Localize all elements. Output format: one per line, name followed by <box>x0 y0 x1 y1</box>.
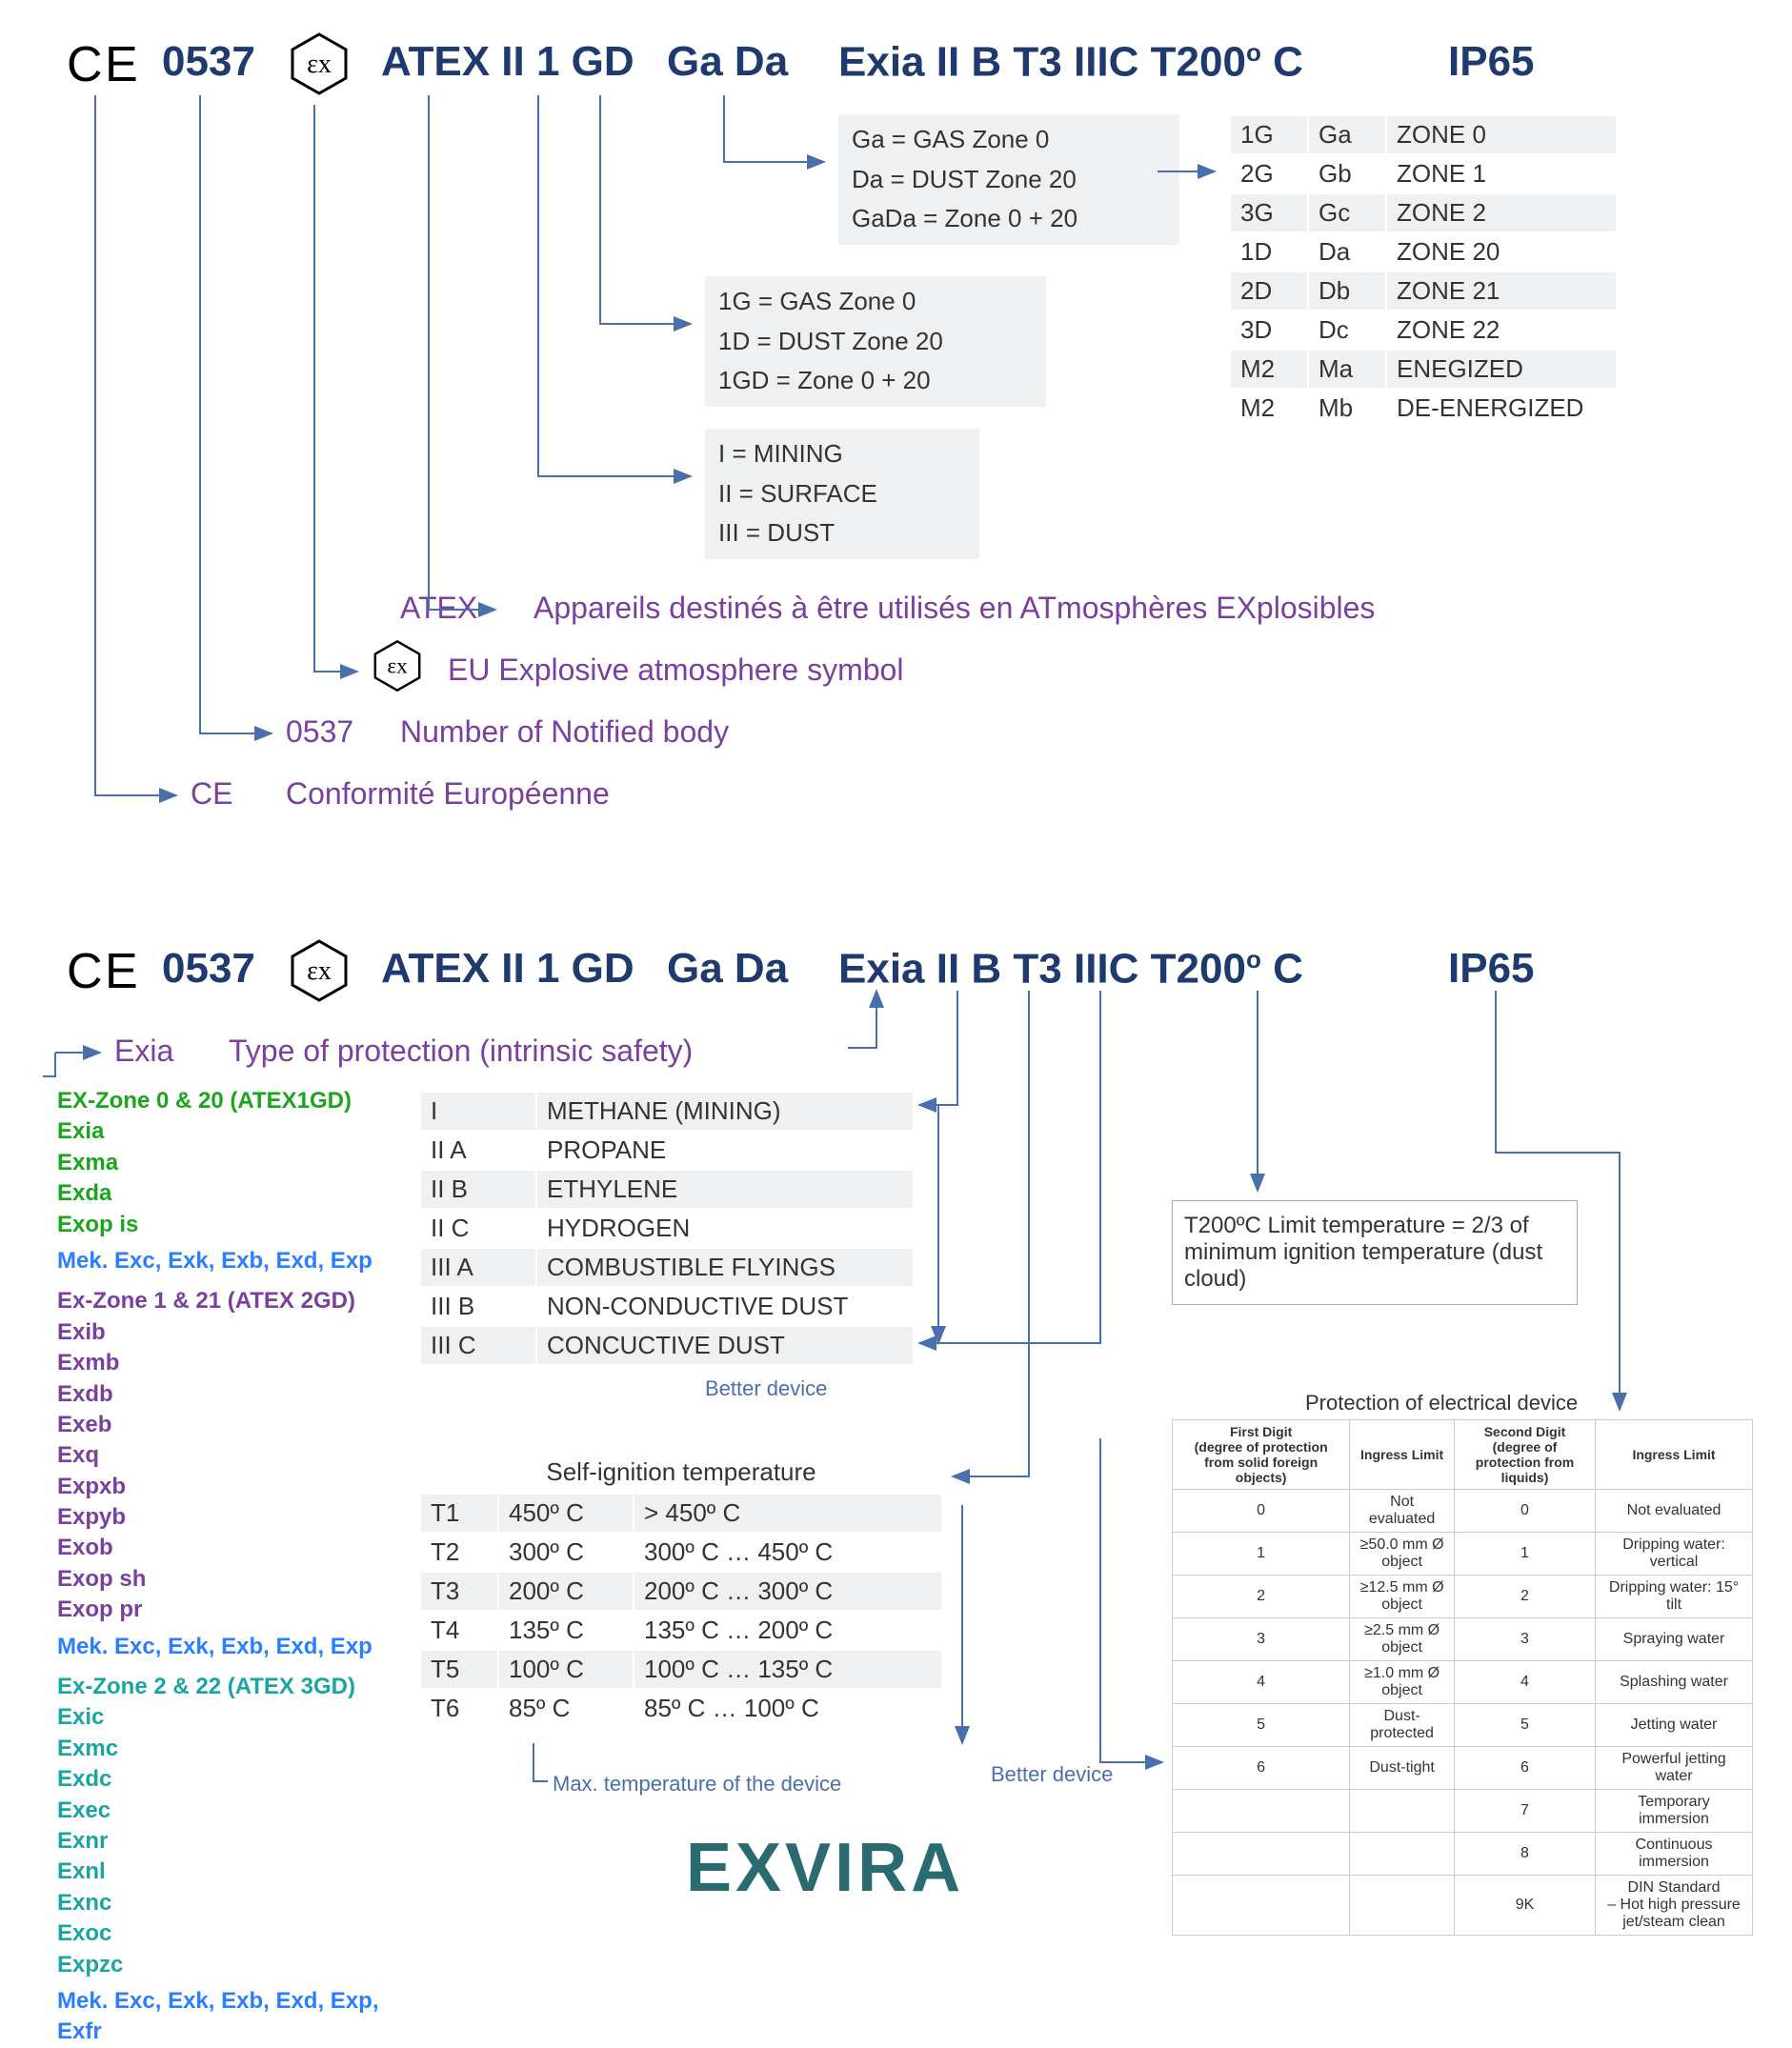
ce-definition: Conformité Européenne <box>286 776 610 812</box>
table-row: M2MaENEGIZED <box>1231 351 1616 388</box>
ce-mark: C E <box>67 36 132 93</box>
table-row: 1≥50.0 mm Ø object1Dripping water: verti… <box>1173 1533 1753 1576</box>
table-row: 9KDIN Standard– Hot high pressure jet/st… <box>1173 1876 1753 1936</box>
table-row: II BETHYLENE <box>421 1171 913 1208</box>
ex-hex-icon-small: εx <box>370 638 425 698</box>
atex-code: ATEX II 1 GD <box>381 38 634 86</box>
table-row: 3GGcZONE 2 <box>1231 194 1616 231</box>
table-row: T685º C85º C … 100º C <box>421 1690 941 1727</box>
onegd-definition-box: 1G = GAS Zone 01D = DUST Zone 201GD = Zo… <box>705 276 1046 407</box>
exsymbol-definition: EU Explosive atmosphere symbol <box>448 653 903 688</box>
temp-max-note: Max. temperature of the device <box>553 1772 841 1797</box>
table-row: 1GGaZONE 0 <box>1231 116 1616 153</box>
ce-mark-2: C E <box>67 943 132 1000</box>
ip-code: IP65 <box>1448 38 1535 86</box>
table-row: 7Temporary immersion <box>1173 1790 1753 1833</box>
t200-note-box: T200ºC Limit temperature = 2/3 of minimu… <box>1172 1200 1578 1305</box>
table-row: 2≥12.5 mm Ø object2Dripping water: 15° t… <box>1173 1576 1753 1618</box>
atex-definition: Appareils destinés à être utilisés en AT… <box>534 591 1375 626</box>
table-row: II CHYDROGEN <box>421 1210 913 1247</box>
table-row: 3≥2.5 mm Ø object3Spraying water <box>1173 1618 1753 1661</box>
table-row: III BNON-CONDUCTIVE DUST <box>421 1288 913 1325</box>
table-row: T5100º C100º C … 135º C <box>421 1651 941 1688</box>
table-row: 6Dust-tight6Powerful jetting water <box>1173 1747 1753 1790</box>
table-row: 8Continuous immersion <box>1173 1833 1753 1876</box>
table-row: III CCONCUCTIVE DUST <box>421 1327 913 1364</box>
table-row: M2MbDE-ENERGIZED <box>1231 390 1616 427</box>
exia-code-2: Exia II B T3 IIIC T200o C <box>838 945 1303 994</box>
table-row: 5Dust-protected5Jetting water <box>1173 1704 1753 1747</box>
ip-table-title: Protection of electrical device <box>1305 1391 1578 1416</box>
table-row: T1450º C> 450º C <box>421 1495 941 1532</box>
table-row: 4≥1.0 mm Ø object4Splashing water <box>1173 1661 1753 1704</box>
nb-key: 0537 <box>286 714 353 750</box>
table-row: 2DDbZONE 21 <box>1231 272 1616 310</box>
gada-definition-box: Ga = GAS Zone 0Da = DUST Zone 20GaDa = Z… <box>838 114 1179 245</box>
table-row: 1DDaZONE 20 <box>1231 233 1616 271</box>
ce-key: CE <box>191 776 232 812</box>
atex-code-2: ATEX II 1 GD <box>381 945 634 993</box>
nb-definition: Number of Notified body <box>400 714 729 750</box>
exia-definition: Type of protection (intrinsic safety) <box>229 1034 693 1069</box>
epl-zone-table: 1GGaZONE 02GGbZONE 13GGcZONE 21DDaZONE 2… <box>1229 114 1618 429</box>
ex-hex-icon: εx <box>286 30 352 102</box>
table-row: 3DDcZONE 22 <box>1231 311 1616 349</box>
temp-table: Self-ignition temperature T1450º C> 450º… <box>419 1457 943 1729</box>
table-row: III ACOMBUSTIBLE FLYINGS <box>421 1249 913 1286</box>
table-row: 2GGbZONE 1 <box>1231 155 1616 192</box>
nb-number: 0537 <box>162 38 255 86</box>
table-row: T4135º C135º C … 200º C <box>421 1612 941 1649</box>
group-definition-box: I = MININGII = SURFACEIII = DUST <box>705 429 979 559</box>
temp-better-note: Better device <box>991 1762 1113 1787</box>
gas-group-table: IMETHANE (MINING)II APROPANEII BETHYLENE… <box>419 1091 915 1366</box>
gada-code: Ga Da <box>667 38 788 86</box>
ip-code-2: IP65 <box>1448 945 1535 993</box>
table-row: II APROPANE <box>421 1132 913 1169</box>
nb-number-2: 0537 <box>162 945 255 993</box>
table-row: 0Not evaluated0Not evaluated <box>1173 1490 1753 1533</box>
table-row: T3200º C200º C … 300º C <box>421 1573 941 1610</box>
gas-better-note: Better device <box>705 1376 827 1401</box>
table-row: T2300º C300º C … 450º C <box>421 1534 941 1571</box>
exia-code: Exia II B T3 IIIC T200o C <box>838 38 1303 87</box>
ip-rating-table: First Digit(degree of protection from so… <box>1172 1419 1753 1936</box>
ex-hex-icon-2: εx <box>286 937 352 1009</box>
exia-key: Exia <box>114 1034 173 1069</box>
svg-text:εx: εx <box>307 50 332 79</box>
exvira-logo: EXVIRA <box>686 1829 964 1907</box>
ex-type-list: EX-Zone 0 & 20 (ATEX1GD)ExiaExmaExdaExop… <box>57 1086 429 2048</box>
svg-text:εx: εx <box>387 653 408 678</box>
gada-code-2: Ga Da <box>667 945 788 993</box>
atex-key: ATEX <box>400 591 477 626</box>
table-row: IMETHANE (MINING) <box>421 1093 913 1130</box>
svg-text:εx: εx <box>307 956 332 986</box>
